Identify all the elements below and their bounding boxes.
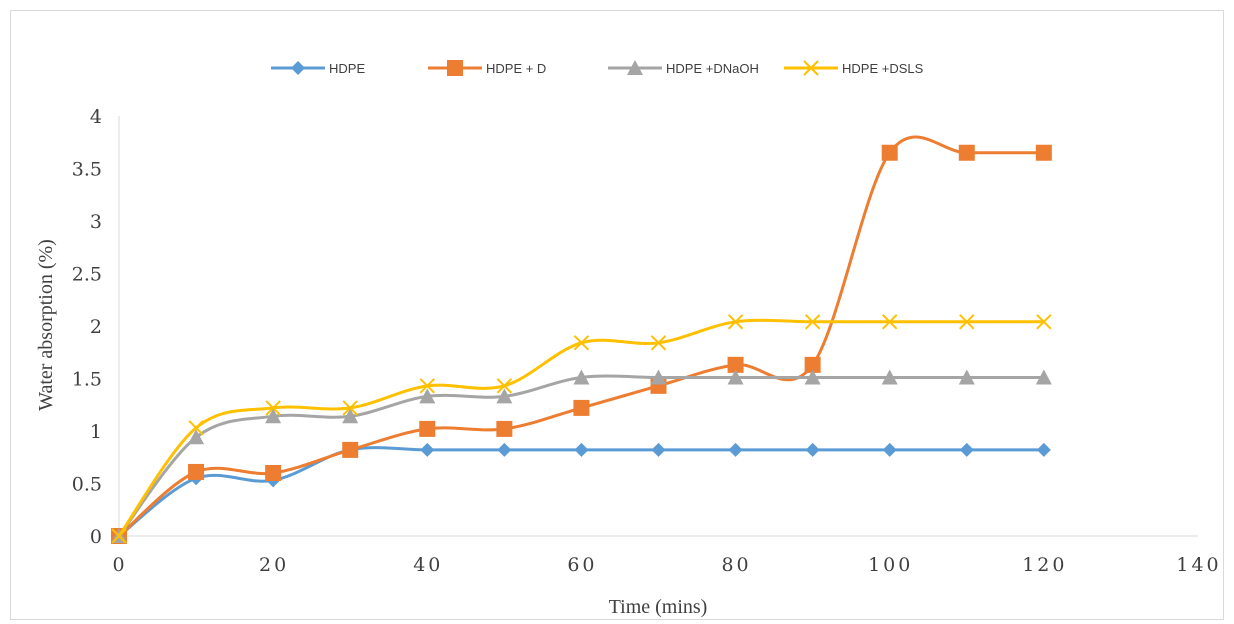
data-point <box>1035 369 1052 385</box>
data-point <box>496 388 513 404</box>
data-point <box>805 442 820 457</box>
data-point <box>1035 144 1052 161</box>
x-tick-label: 0 <box>112 554 127 576</box>
data-point <box>958 144 975 161</box>
data-point <box>573 399 590 416</box>
data-point <box>573 335 590 351</box>
x-tick-label: 60 <box>567 554 597 576</box>
x-tick-label: 100 <box>868 554 913 576</box>
data-point <box>265 408 282 424</box>
y-tick-label: 1 <box>90 421 102 443</box>
series-hdpe-d <box>111 135 1052 544</box>
y-tick-label: 3.5 <box>72 159 102 181</box>
data-point <box>804 369 821 385</box>
legend-label: HDPE + D <box>486 61 546 76</box>
x-tick-label: 40 <box>413 554 443 576</box>
y-tick-label: 2 <box>90 316 102 338</box>
data-point <box>419 378 435 394</box>
series-hdpe-dnaoh <box>111 369 1052 543</box>
data-point <box>188 420 204 436</box>
x-axis-ticks: 0 20 40 60 80 100 120 140 <box>112 554 1221 576</box>
x-tick-label: 120 <box>1022 554 1067 576</box>
data-point <box>573 369 590 385</box>
y-tick-label: 2.5 <box>72 264 102 286</box>
data-point <box>265 400 281 416</box>
data-point <box>419 420 436 437</box>
data-point <box>496 378 513 394</box>
series-line <box>118 135 1044 538</box>
y-tick-label: 0 <box>90 526 102 548</box>
x-axis-title: Time (mins) <box>609 596 708 618</box>
legend-label: HDPE +DNaOH <box>666 61 759 76</box>
data-point <box>882 314 898 330</box>
y-axis-ticks: 0 0.5 1 1.5 2 2.5 3 3.5 4 <box>72 106 102 548</box>
data-point <box>342 400 358 416</box>
data-point <box>188 429 205 445</box>
data-point <box>265 465 282 481</box>
data-point <box>496 420 513 437</box>
data-point <box>881 369 898 385</box>
legend-item: HDPE +DSLS <box>784 60 924 76</box>
legend-item: HDPE <box>271 61 365 76</box>
data-point <box>959 314 975 330</box>
data-point <box>497 442 512 457</box>
series-layer <box>111 135 1052 544</box>
data-point <box>419 388 436 404</box>
legend-marker <box>447 60 463 76</box>
legend-marker <box>627 60 643 75</box>
series-hdpe-dsls <box>111 314 1052 544</box>
series-line <box>117 318 1044 537</box>
data-point <box>342 441 359 458</box>
data-point <box>188 463 205 480</box>
legend-label: HDPE +DSLS <box>842 61 924 76</box>
data-point <box>727 369 744 385</box>
y-tick-label: 0.5 <box>72 474 102 496</box>
data-point <box>882 442 897 457</box>
data-point <box>804 314 821 330</box>
y-tick-label: 1.5 <box>72 369 102 391</box>
data-point <box>728 442 743 457</box>
data-point <box>651 442 666 457</box>
data-point <box>804 356 821 373</box>
y-tick-label: 4 <box>90 106 102 128</box>
data-point <box>650 335 667 351</box>
data-point <box>727 314 744 330</box>
legend-item: HDPE + D <box>428 60 546 76</box>
y-tick-label: 3 <box>90 211 102 233</box>
x-tick-label: 20 <box>259 554 289 576</box>
data-point <box>727 356 744 373</box>
legend-marker <box>803 60 819 76</box>
legend-label: HDPE <box>329 61 365 76</box>
series-hdpe <box>112 442 1051 543</box>
data-point <box>342 408 359 424</box>
data-point <box>650 369 667 385</box>
data-point <box>881 144 898 161</box>
data-point <box>959 442 974 457</box>
data-point <box>574 442 589 457</box>
data-point <box>420 442 435 457</box>
data-point <box>111 528 127 544</box>
y-axis-title: Water absorption (%) <box>35 239 57 411</box>
data-point <box>958 369 975 385</box>
data-point <box>1036 442 1051 457</box>
x-tick-label: 80 <box>721 554 751 576</box>
chart-frame <box>10 10 1224 620</box>
legend-marker <box>291 61 305 75</box>
x-tick-label: 140 <box>1176 554 1221 576</box>
legend-item: HDPE +DNaOH <box>608 60 759 76</box>
series-line <box>118 446 1044 538</box>
legend: HDPE HDPE + D HDPE +DNaOH HDPE +DSLS <box>271 60 924 76</box>
data-point <box>1036 314 1052 330</box>
